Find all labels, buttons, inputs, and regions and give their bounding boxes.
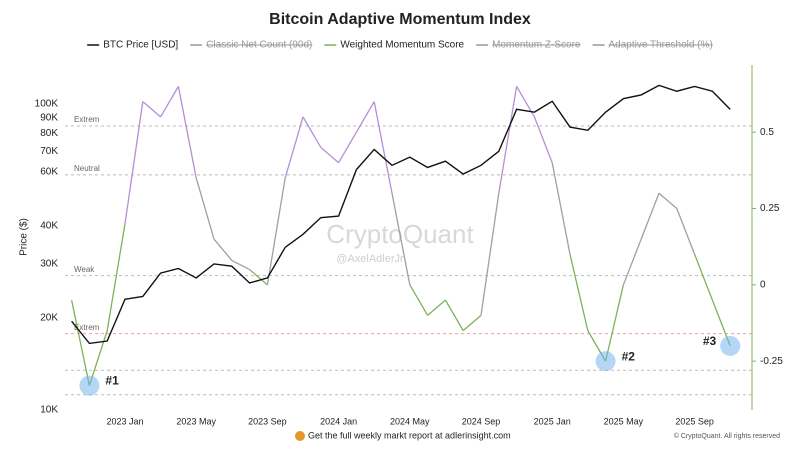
momentum-segment [551,162,571,255]
momentum-segment [498,86,518,194]
y-tick-label: 100K [35,99,59,110]
y-tick-label: 60K [40,166,58,177]
momentum-segment [160,86,179,118]
momentum-segment [373,101,393,194]
momentum-segment [231,259,250,271]
y-axis-label: Price ($) [19,218,30,256]
momentum-segment [444,299,464,331]
price-line [71,84,731,345]
annotation: #1 [105,374,119,388]
x-tick-label: 2025 May [604,416,644,426]
momentum-segment [338,131,357,164]
momentum-segment [427,299,446,316]
momentum-segment [195,177,215,240]
footer-icon [295,431,305,441]
momentum-segment [658,192,678,209]
y2-tick-label: -0.25 [760,356,783,367]
x-tick-label: 2024 Jan [320,416,357,426]
footer: Get the full weekly markt report at adle… [308,430,511,440]
legend-label: Momentum Z-Score [492,40,581,51]
y2-tick-label: 0 [760,279,766,290]
momentum-segment [462,314,482,332]
annotation: #2 [622,349,636,363]
x-tick-label: 2023 Jan [106,416,143,426]
threshold-label: Weak [74,265,95,274]
legend-label: BTC Price [USD] [103,40,178,51]
x-tick-label: 2024 Sep [462,416,501,426]
momentum-segment [480,193,500,316]
momentum-segment [409,284,429,316]
highlight-circle [79,375,100,396]
momentum-segment [302,116,322,148]
highlight-circle [595,351,616,372]
y-tick-label: 20K [40,312,58,323]
y-tick-label: 90K [40,113,58,124]
y-tick-label: 10K [40,405,58,416]
x-tick-label: 2025 Sep [675,416,714,426]
momentum-segment [640,192,660,240]
legend-label: Classic Net Count (90d) [206,40,312,51]
threshold-label: Neutral [74,164,100,173]
watermark-handle: @AxelAdlerJr [336,253,404,265]
annotation: #3 [703,334,717,348]
momentum-segment [676,208,696,255]
momentum-segment [213,238,233,261]
momentum-segment [320,146,340,164]
y-tick-label: 70K [40,146,58,157]
momentum-segment [622,238,642,286]
y2-tick-label: 0.25 [760,203,780,214]
threshold-label: Extrem [74,115,100,124]
momentum-segment [249,269,268,286]
y-tick-label: 80K [40,128,58,139]
momentum-segment [391,193,411,285]
momentum-segment [70,299,91,386]
legend-label: Adaptive Threshold (%) [608,40,712,51]
momentum-segment [177,86,197,179]
momentum-segment [604,284,625,362]
highlight-circle [720,335,741,356]
momentum-segment [142,101,162,118]
momentum-segment [106,223,126,331]
momentum-segment [284,116,304,179]
x-tick-label: 2023 May [176,416,216,426]
y-tick-label: 40K [40,220,58,231]
y-tick-label: 30K [40,259,58,270]
momentum-segment [355,101,375,133]
momentum-segment [533,116,553,163]
threshold-label: Extrem [74,323,100,332]
momentum-segment [124,101,144,224]
momentum-segment [266,177,286,285]
x-tick-label: 2023 Sep [248,416,287,426]
x-tick-label: 2025 Jan [534,416,571,426]
copyright: © CryptoQuant. All rights reserved [674,432,780,440]
x-tick-label: 2024 May [390,416,430,426]
chart-title: Bitcoin Adaptive Momentum Index [269,11,531,28]
y2-tick-label: 0.5 [760,127,774,138]
legend-label: Weighted Momentum Score [340,40,464,51]
momentum-segment [569,254,589,331]
momentum-segment [693,254,714,301]
